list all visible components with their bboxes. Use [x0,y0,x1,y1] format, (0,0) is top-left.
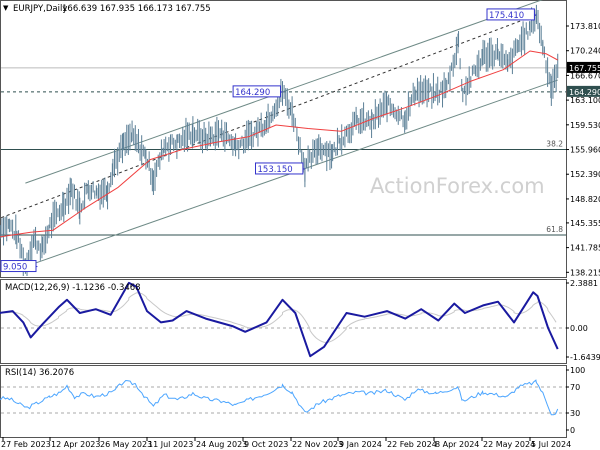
moving-average-line [0,50,558,238]
channel-line-middle [0,14,537,219]
price-panel: 38.2 61.8 175.410 164.290 153.150 9.050 [0,0,566,276]
date-tick-label: 5 Jul 2024 [531,440,571,449]
price-tick-label: 166.670 [570,71,600,80]
rsi-frame [0,365,567,438]
price-annotation-label: 9.050 [3,263,27,273]
macd-title: MACD(12,26,9) -1.1236 -0.3468 [5,283,141,293]
date-tick-label: 11 Jul 2023 [148,440,193,449]
current-price-tag [567,61,600,73]
macd-tick-label: 0.00 [570,324,588,333]
fibo-label: 38.2 [546,140,563,149]
chart-menu-triangle-icon[interactable]: ▼ [3,4,9,12]
ohlc-label: 166.639 167.935 166.173 167.755 [62,4,211,14]
macd-frame [0,279,567,364]
level-price-tag [567,85,600,97]
axes: 173.810 170.240 166.670 163.100 159.530 155.9… [1,22,600,449]
rsi-tick-label: 30 [570,409,580,418]
rsi-tick-label: 70 [570,383,580,392]
watermark: ActionForex.com [370,174,545,198]
date-tick-label: 22 Nov 2023 [292,440,343,449]
date-tick-label: 22 Feb 2024 [387,440,437,449]
price-tick-label: 170.240 [570,47,600,56]
price-tick-label: 141.785 [570,244,600,253]
macd-tick-label: 2.3881 [570,279,598,288]
fibo-label: 61.8 [546,225,563,234]
date-tick-label: 27 Feb 2023 [1,440,51,449]
price-annotation-label: 164.290 [235,88,270,98]
price-tick-label: 155.960 [570,146,600,155]
price-tick-label: 145.355 [570,219,600,228]
price-tick-label: 159.530 [570,121,600,130]
symbol-label: EURJPY,Daily [13,4,67,14]
price-tick-label: 138.215 [570,268,600,277]
price-tick-label: 173.810 [570,22,600,31]
date-tick-label: 24 Aug 2023 [196,440,247,449]
current-price-label: 167.755 [569,64,600,73]
date-tick-label: 12 Apr 2023 [51,440,100,449]
date-tick-label: 9 Oct 2023 [244,440,288,449]
macd-panel [0,281,566,358]
price-frame [0,0,567,278]
rsi-tick-label: 0 [570,426,575,435]
price-annotation-label: 175.410 [489,11,524,21]
price-bars [0,4,559,276]
date-tick-label: 9 Jan 2024 [339,440,382,449]
price-tick-label: 148.820 [570,195,600,204]
macd-tick-label: -1.6439 [570,353,600,362]
price-annotation-label: 153.150 [258,165,293,175]
date-tick-label: 8 Apr 2024 [435,440,479,449]
rsi-line [0,379,559,416]
rsi-tick-label: 100 [570,366,585,375]
macd-line [0,281,559,358]
rsi-panel [0,379,566,416]
price-tick-label: 152.390 [570,170,600,179]
level-price-label: 164.290 [569,88,600,97]
rsi-title: RSI(14) 36.2076 [5,368,74,378]
date-tick-label: 22 May 2024 [483,440,535,449]
price-tick-label: 163.100 [570,96,600,105]
date-tick-label: 26 May 2023 [100,440,152,449]
